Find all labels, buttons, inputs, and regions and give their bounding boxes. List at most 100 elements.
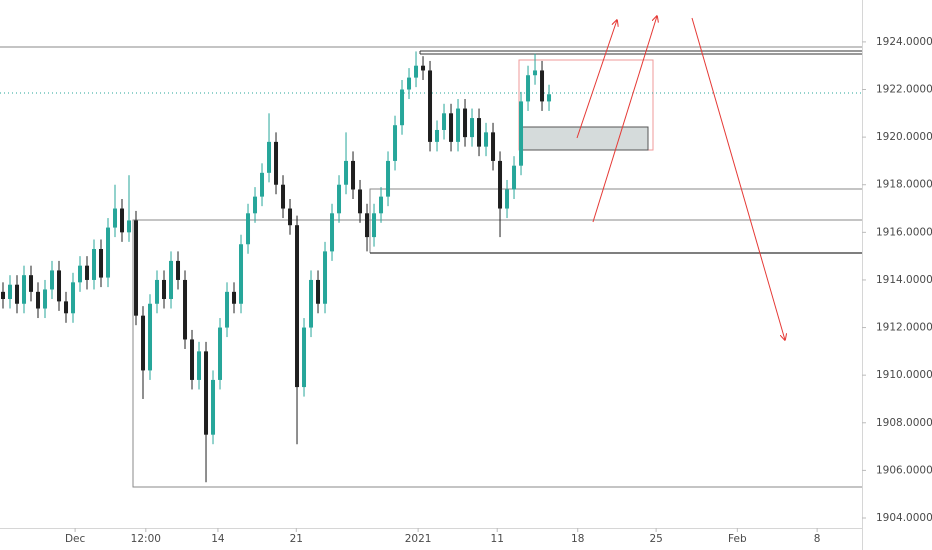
candle-body <box>421 65 426 71</box>
candle-body <box>449 113 454 142</box>
candle-body <box>309 279 314 328</box>
candle-body <box>372 213 377 238</box>
y-tick-label: 1908.000000 <box>876 417 932 429</box>
y-tick-label: 1904.000000 <box>876 512 932 524</box>
candle-body <box>547 94 552 102</box>
x-tick-label: 21 <box>290 533 303 545</box>
y-tick-label: 1918.000000 <box>876 179 932 191</box>
y-tick-label: 1916.000000 <box>876 226 932 238</box>
candle-body <box>1 291 6 299</box>
candle-body <box>400 89 405 126</box>
candle-body <box>71 282 76 314</box>
candle-body <box>267 141 272 173</box>
candle-body <box>246 213 251 245</box>
x-tick-label: 12:00 <box>131 533 161 545</box>
candle-body <box>50 270 55 290</box>
candle-body <box>414 65 419 78</box>
candle-body <box>43 289 48 309</box>
candle-body <box>113 208 118 228</box>
candle-body <box>477 118 482 147</box>
candle-body <box>428 70 433 142</box>
candle-body <box>120 208 125 233</box>
candle-body <box>36 291 41 309</box>
x-tick-label: 25 <box>649 533 662 545</box>
candle-body <box>127 220 132 233</box>
arrow <box>691 17 785 340</box>
candle-body <box>253 196 258 214</box>
range-box <box>132 219 862 488</box>
y-tick-label: 1924.000000 <box>876 36 932 48</box>
y-tick-label: 1914.000000 <box>876 274 932 286</box>
candle-body <box>260 172 265 197</box>
candle-body <box>204 351 209 435</box>
candle-body <box>337 184 342 214</box>
candle-body <box>99 249 104 278</box>
candle-body <box>106 227 111 278</box>
candle-body <box>162 279 167 299</box>
y-tick-label: 1912.000000 <box>876 322 932 334</box>
candle-body <box>148 303 153 371</box>
x-tick-label: Dec <box>65 533 86 545</box>
arrow <box>576 20 617 139</box>
candle-body <box>225 291 230 328</box>
candle-body <box>351 160 356 190</box>
candle-body <box>134 220 139 316</box>
candle-body <box>470 118 475 138</box>
candle-body <box>526 75 531 102</box>
candle-body <box>64 301 69 314</box>
candle-body <box>379 196 384 214</box>
candle-body <box>407 77 412 90</box>
candle-body <box>197 351 202 380</box>
candle-body <box>498 160 503 209</box>
candle-body <box>218 327 223 380</box>
candle-body <box>456 108 461 142</box>
candle-body <box>78 265 83 283</box>
candle-body <box>393 125 398 161</box>
candle-body <box>22 275 27 304</box>
candle-body <box>316 279 321 304</box>
x-tick-label: 8 <box>814 533 821 545</box>
candle-body <box>484 132 489 147</box>
x-tick-label: 18 <box>571 533 584 545</box>
y-tick-label: 1910.000000 <box>876 369 932 381</box>
candle-body <box>365 213 370 238</box>
candle-body <box>344 160 349 185</box>
candle-body <box>295 225 300 388</box>
y-tick-label: 1922.000000 <box>876 84 932 96</box>
candle-body <box>155 279 160 304</box>
candle-body <box>232 291 237 304</box>
candle-body <box>57 270 62 302</box>
candle-body <box>8 284 13 299</box>
candle-body <box>533 70 538 76</box>
x-tick-label: 2021 <box>405 533 432 545</box>
y-tick-label: 1920.000000 <box>876 131 932 143</box>
x-tick-label: 11 <box>491 533 504 545</box>
candle-body <box>386 160 391 197</box>
candle-body <box>274 141 279 185</box>
candle-body <box>85 265 90 280</box>
candle-body <box>190 339 195 380</box>
candle-body <box>358 189 363 214</box>
candle-body <box>519 101 524 166</box>
candle-body <box>302 327 307 388</box>
candle-body <box>330 213 335 252</box>
candle-body <box>239 244 244 304</box>
candle-body <box>540 70 545 102</box>
candle-body <box>92 249 97 280</box>
range-box <box>369 188 862 253</box>
candle-body <box>211 379 216 435</box>
candle-body <box>176 260 181 280</box>
y-tick-label: 1906.000000 <box>876 464 932 476</box>
candle-body <box>183 279 188 340</box>
candle-body <box>505 189 510 209</box>
gray-zone <box>521 126 649 151</box>
candle-body <box>15 284 20 304</box>
candle-body <box>442 113 447 130</box>
x-tick-label: Feb <box>728 533 747 545</box>
candle-body <box>29 275 34 292</box>
candle-body <box>463 108 468 138</box>
candle-body <box>491 132 496 161</box>
candle-body <box>169 260 174 299</box>
arrow <box>592 16 657 223</box>
